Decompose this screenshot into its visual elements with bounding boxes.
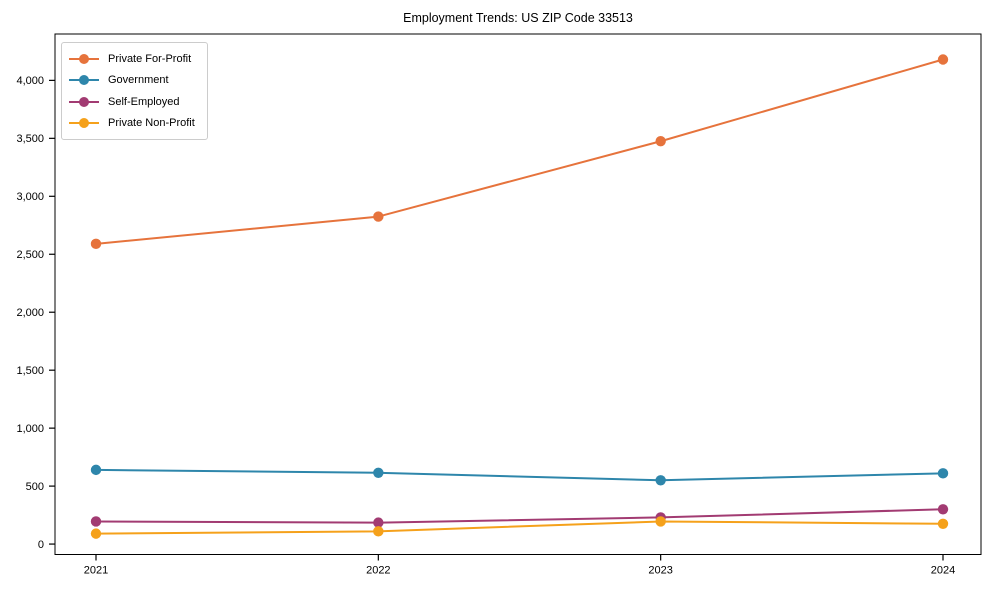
y-axis-tick-label: 3,000	[16, 191, 44, 203]
x-axis-tick-label: 2022	[366, 565, 390, 577]
legend: Private For-Profit Government Self-Emplo…	[61, 42, 208, 140]
legend-label: Government	[108, 74, 169, 87]
legend-line-marker-icon	[69, 96, 99, 107]
y-axis-tick-label: 500	[26, 481, 44, 493]
data-point-marker	[90, 464, 102, 476]
data-point-marker	[373, 517, 384, 528]
data-point-marker	[937, 468, 949, 479]
legend-line-marker-icon	[69, 75, 99, 86]
data-point-marker	[655, 136, 666, 147]
series-line	[95, 520, 944, 535]
data-point-marker	[937, 54, 949, 65]
series-line	[95, 508, 944, 524]
y-axis-tick-label: 1,500	[16, 365, 44, 377]
x-axis-tick-label: 2023	[648, 565, 672, 577]
y-axis-tick-label: 2,000	[16, 307, 44, 319]
legend-item: Self-Employed	[69, 91, 195, 113]
y-axis-tick-label: 2,500	[16, 249, 44, 261]
y-axis-tick-label: 1,000	[16, 423, 44, 435]
legend-line-marker-icon	[69, 118, 99, 129]
data-point-marker	[90, 238, 102, 250]
legend-label: Private Non-Profit	[108, 117, 195, 130]
series-line	[95, 468, 944, 482]
y-axis-tick-label: 0	[38, 539, 44, 551]
data-point-marker	[90, 516, 102, 527]
data-point-marker	[373, 211, 384, 222]
legend-item: Private For-Profit	[69, 48, 195, 70]
data-point-marker	[937, 518, 949, 529]
y-axis-tick-label: 3,500	[16, 133, 44, 145]
legend-label: Self-Employed	[108, 95, 180, 108]
data-point-marker	[655, 475, 666, 486]
y-axis-tick-label: 4,000	[16, 75, 44, 87]
data-point-marker	[373, 526, 384, 537]
legend-item: Private Non-Profit	[69, 113, 195, 135]
data-point-marker	[655, 516, 666, 527]
data-point-marker	[373, 467, 384, 478]
data-point-marker	[90, 528, 102, 539]
series-line	[95, 58, 944, 245]
x-axis-tick-label: 2024	[931, 565, 955, 577]
legend-label: Private For-Profit	[108, 52, 192, 65]
data-point-marker	[937, 504, 949, 515]
x-axis-tick-label: 2021	[84, 565, 108, 577]
chart-title: Employment Trends: US ZIP Code 33513	[403, 11, 633, 25]
legend-item: Government	[69, 70, 195, 92]
plot-border	[54, 33, 982, 555]
legend-line-marker-icon	[69, 53, 99, 64]
